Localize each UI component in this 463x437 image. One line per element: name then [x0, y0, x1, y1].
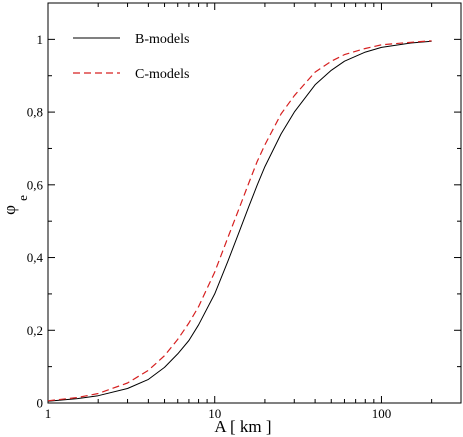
x-tick-label: 10	[208, 406, 221, 421]
y-tick-label: 0,2	[27, 323, 43, 338]
x-axis: 1 10 100	[45, 3, 462, 421]
y-tick-label: 0	[37, 396, 44, 411]
y-axis: 0 0,2 0,4 0,6 0,8 1	[27, 32, 461, 411]
y-tick-label: 0,4	[27, 250, 44, 265]
x-tick-label: 100	[372, 406, 392, 421]
y-axis-title-subscript: e	[15, 195, 30, 201]
legend: B-models C-models	[73, 32, 189, 82]
legend-label-b-models: B-models	[135, 32, 189, 47]
y-axis-title-symbol: φ	[0, 205, 19, 215]
legend-label-c-models: C-models	[135, 67, 189, 82]
x-tick-label: 1	[45, 406, 52, 421]
series-layer	[47, 40, 432, 402]
y-tick-label: 0,6	[27, 177, 44, 192]
y-tick-label: 0,8	[27, 105, 43, 120]
y-axis-title: φ e	[0, 195, 30, 215]
plot-frame	[47, 2, 462, 404]
y-tick-label: 1	[37, 32, 44, 47]
x-axis-title: A [ km ]	[214, 417, 271, 436]
series-line-c-models	[47, 40, 432, 402]
series-line-b-models	[47, 40, 432, 402]
